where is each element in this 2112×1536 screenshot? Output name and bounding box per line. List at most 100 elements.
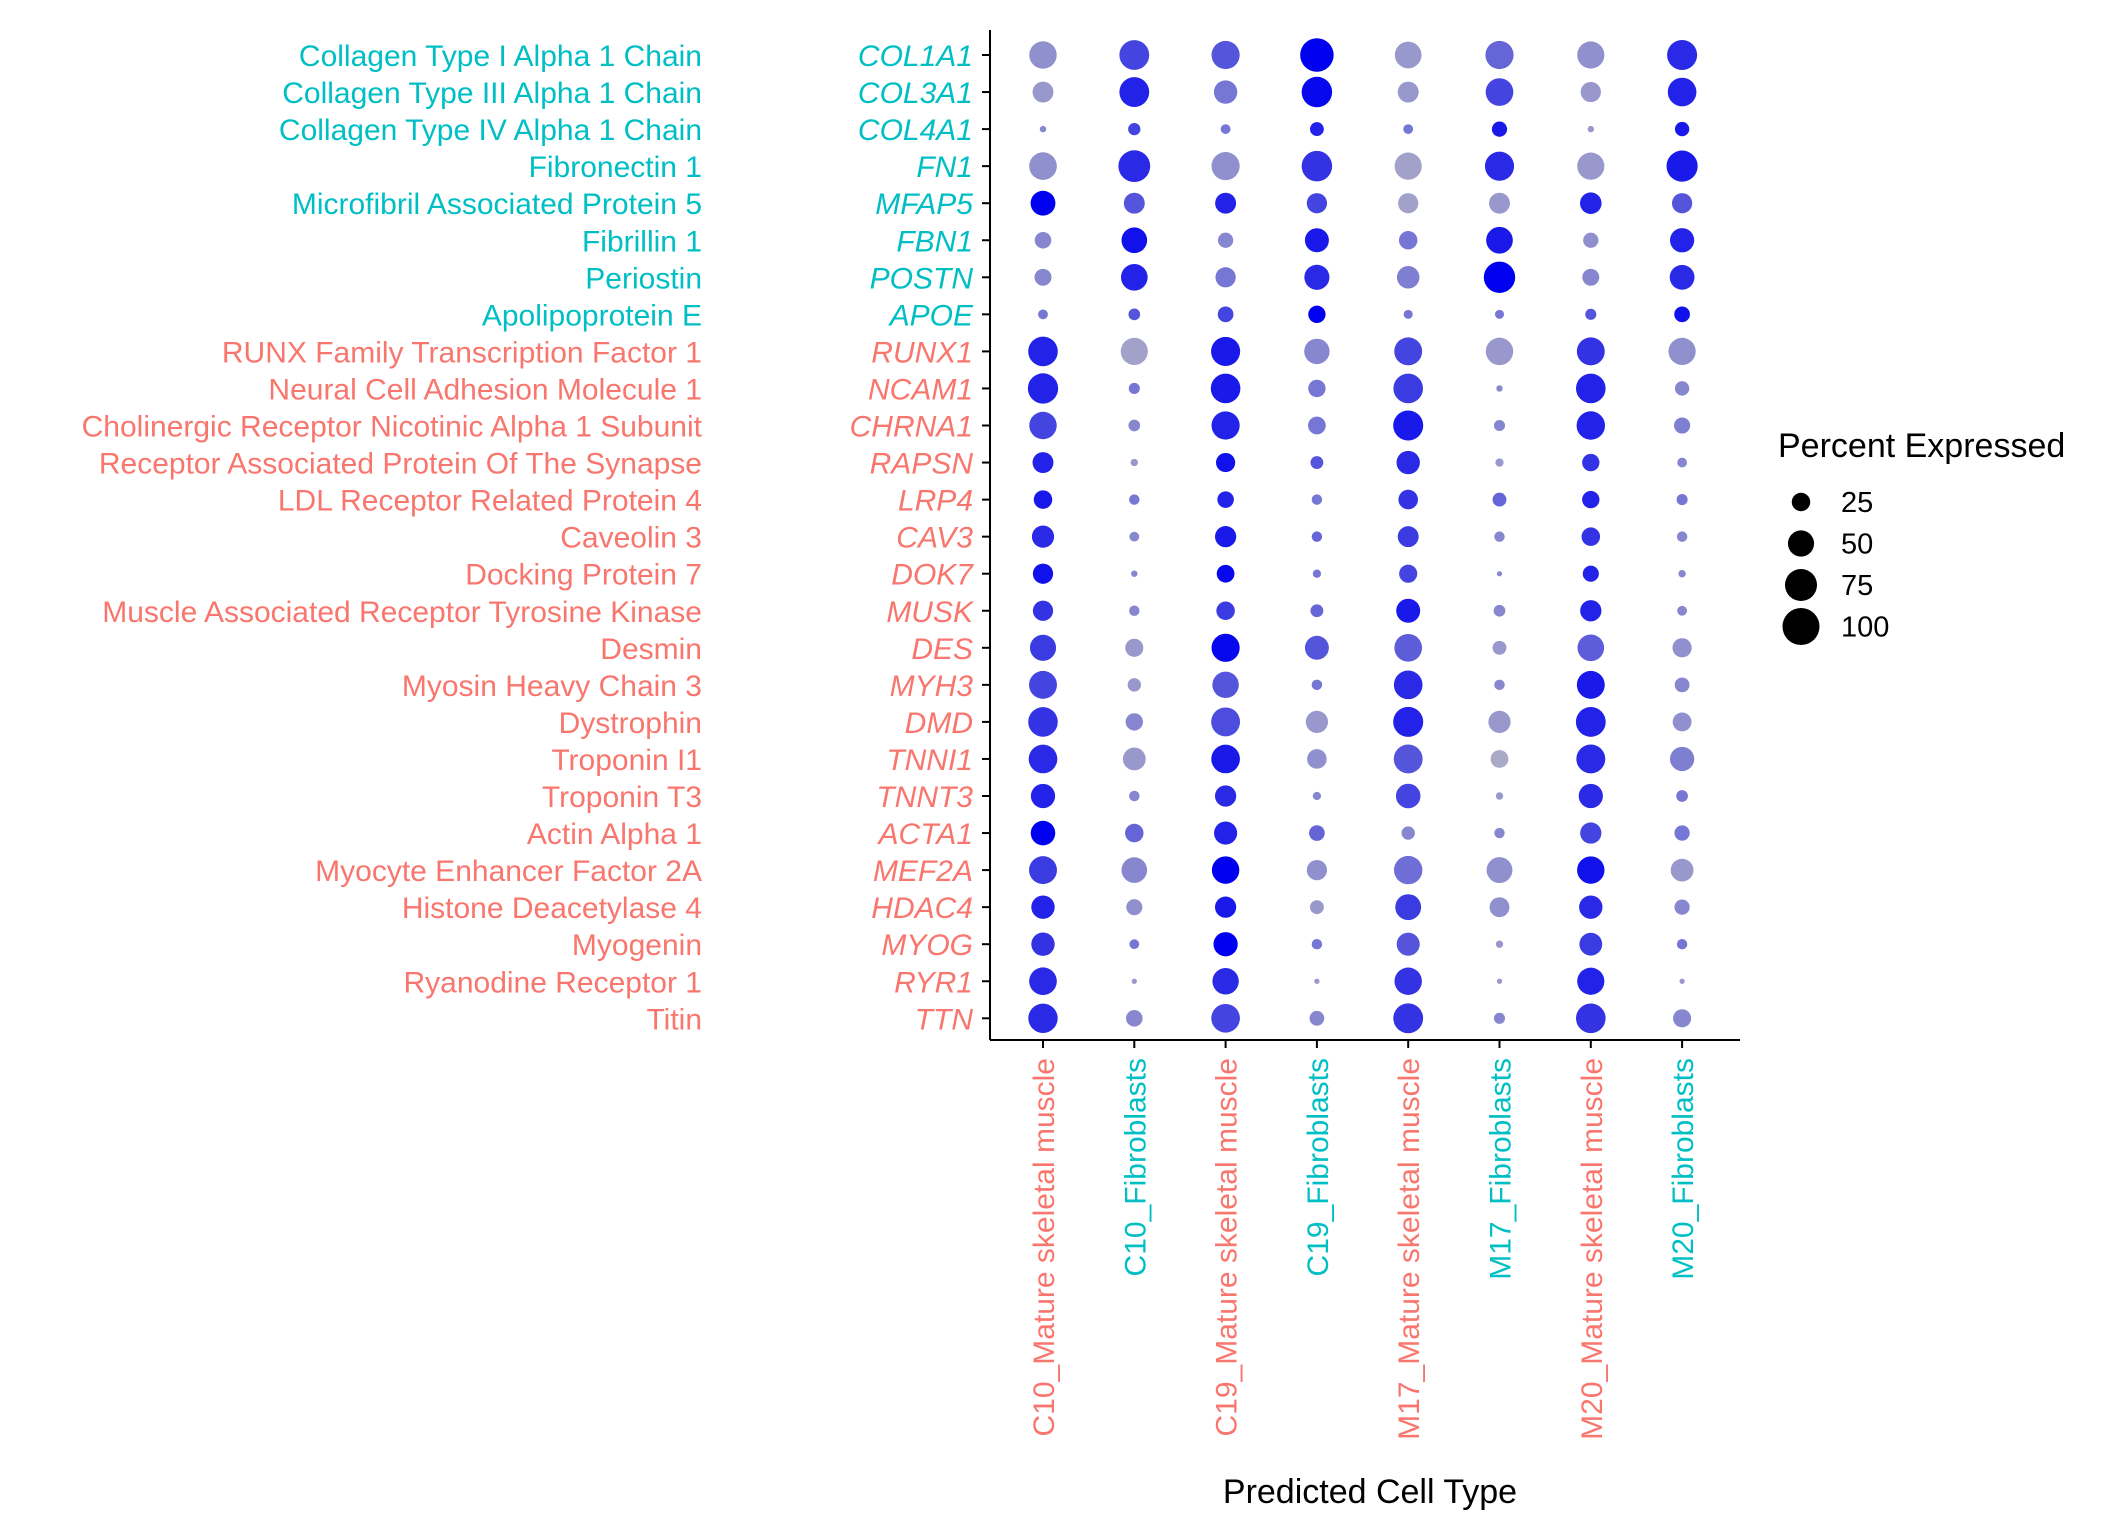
dot-acta1-1 (1125, 823, 1144, 843)
gene-fullname-label: Ryanodine Receptor 1 (403, 966, 702, 999)
dot-ryr1-6 (1577, 967, 1605, 995)
dot-fn1-7 (1666, 150, 1698, 182)
dot-hdac4-6 (1579, 895, 1603, 919)
dot-apoe-3 (1308, 305, 1326, 324)
dot-col4a1-2 (1220, 124, 1231, 134)
dot-mfap5-5 (1489, 192, 1510, 214)
dot-tnni1-1 (1122, 747, 1146, 771)
dot-col1a1-2 (1211, 40, 1240, 70)
dot-fbn1-3 (1304, 228, 1329, 253)
dot-runx1-0 (1028, 336, 1058, 367)
dot-fn1-6 (1577, 152, 1605, 180)
dot-myog-7 (1676, 938, 1688, 950)
dot-fn1-1 (1118, 150, 1151, 183)
dot-mef2a-1 (1121, 857, 1148, 883)
dot-des-7 (1672, 638, 1692, 658)
dot-fbn1-7 (1669, 228, 1695, 253)
dot-des-2 (1211, 633, 1240, 662)
gene-fullname-label: Titin (646, 1003, 702, 1036)
gene-fullname-label: Docking Protein 7 (465, 559, 702, 592)
dot-runx1-6 (1576, 337, 1605, 366)
dot-col4a1-4 (1403, 124, 1414, 134)
dot-apoe-4 (1403, 309, 1413, 319)
legend-key-circle (1784, 568, 1818, 602)
gene-symbol-label: DES (911, 633, 973, 666)
dot-fbn1-4 (1398, 231, 1418, 250)
legend-key-label: 50 (1841, 529, 1873, 561)
legend-key-circle (1791, 492, 1811, 512)
dot-col4a1-0 (1039, 125, 1047, 133)
dot-chrna1-7 (1674, 417, 1691, 434)
gene-fullname-label: Troponin I1 (551, 744, 702, 777)
dot-cav3-1 (1129, 531, 1140, 542)
dot-mfap5-1 (1123, 192, 1145, 214)
dot-col3a1-5 (1485, 78, 1514, 106)
dot-lrp4-3 (1311, 494, 1323, 505)
dot-ncam1-1 (1128, 382, 1140, 395)
dot-ryr1-0 (1029, 967, 1057, 996)
gene-fullname-label: Cholinergic Receptor Nicotinic Alpha 1 S… (82, 411, 703, 444)
dot-hdac4-2 (1214, 896, 1237, 918)
gene-symbol-label: CAV3 (896, 522, 973, 555)
gene-symbol-label: APOE (888, 299, 974, 332)
dot-postn-0 (1034, 268, 1052, 286)
dot-mef2a-7 (1670, 858, 1694, 882)
dot-fbn1-6 (1583, 232, 1599, 248)
gene-symbol-label: CHRNA1 (850, 411, 973, 444)
dot-rapsn-3 (1310, 456, 1324, 469)
dot-myog-1 (1129, 939, 1140, 950)
gene-fullname-label: Histone Deacetylase 4 (402, 892, 702, 925)
x-axis-ticks (1042, 1040, 1684, 1048)
dot-mfap5-2 (1215, 192, 1237, 214)
dot-mfap5-7 (1671, 193, 1693, 214)
gene-symbol-label: MFAP5 (875, 188, 973, 221)
dot-chrna1-5 (1493, 419, 1506, 432)
dot-tnnt3-3 (1312, 791, 1322, 801)
gene-fullname-label: Microfibril Associated Protein 5 (292, 188, 702, 221)
dot-fbn1-2 (1217, 232, 1234, 248)
dot-myog-4 (1396, 932, 1420, 956)
gene-fullname-label: Fibrillin 1 (582, 225, 702, 258)
dot-rapsn-5 (1495, 458, 1504, 467)
dot-hdac4-4 (1395, 894, 1422, 921)
dot-dok7-4 (1399, 564, 1418, 583)
dot-postn-6 (1582, 268, 1600, 286)
dot-col1a1-1 (1119, 40, 1150, 70)
dot-tnnt3-6 (1578, 783, 1603, 809)
legend-key-label: 100 (1841, 612, 1889, 644)
dot-tnni1-7 (1669, 746, 1695, 772)
dot-hdac4-7 (1674, 899, 1690, 915)
gene-fullname-label: RUNX Family Transcription Factor 1 (222, 336, 702, 369)
y-axis-ticks (982, 54, 990, 1020)
dot-des-3 (1304, 635, 1329, 660)
x-tick-label: C10_Fibroblasts (1119, 1058, 1152, 1276)
dot-myh3-0 (1029, 670, 1057, 699)
gene-fullname-label: Myocyte Enhancer Factor 2A (315, 855, 702, 888)
dot-cav3-5 (1494, 531, 1505, 542)
gene-fullname-label: Actin Alpha 1 (527, 818, 702, 851)
dot-des-4 (1394, 633, 1423, 662)
gene-fullname-label: Dystrophin (559, 707, 702, 740)
x-tick-label: M20_Mature skeletal muscle (1576, 1058, 1609, 1440)
dot-myog-6 (1579, 932, 1603, 956)
legend-key-label: 25 (1841, 487, 1873, 519)
gene-symbol-label: MYOG (881, 929, 973, 962)
dot-mfap5-4 (1398, 193, 1419, 214)
gene-fullname-label: Muscle Associated Receptor Tyrosine Kina… (102, 596, 702, 629)
dot-ttn-0 (1028, 1003, 1058, 1033)
gene-symbol-label: FBN1 (896, 225, 973, 258)
dot-ncam1-5 (1496, 385, 1503, 392)
dot-musk-5 (1493, 604, 1506, 617)
dot-ttn-5 (1493, 1012, 1506, 1024)
dot-ncam1-3 (1308, 379, 1326, 398)
dot-musk-4 (1396, 598, 1421, 623)
gene-fullname-label: Desmin (600, 633, 702, 666)
gene-symbol-label: DMD (905, 707, 973, 740)
dot-lrp4-6 (1582, 490, 1600, 509)
dot-ncam1-4 (1393, 373, 1423, 404)
dot-acta1-2 (1214, 821, 1238, 845)
dot-apoe-0 (1038, 309, 1048, 320)
dot-col4a1-6 (1587, 125, 1595, 133)
dot-tnni1-0 (1028, 744, 1058, 774)
dot-tnnt3-1 (1129, 790, 1140, 802)
